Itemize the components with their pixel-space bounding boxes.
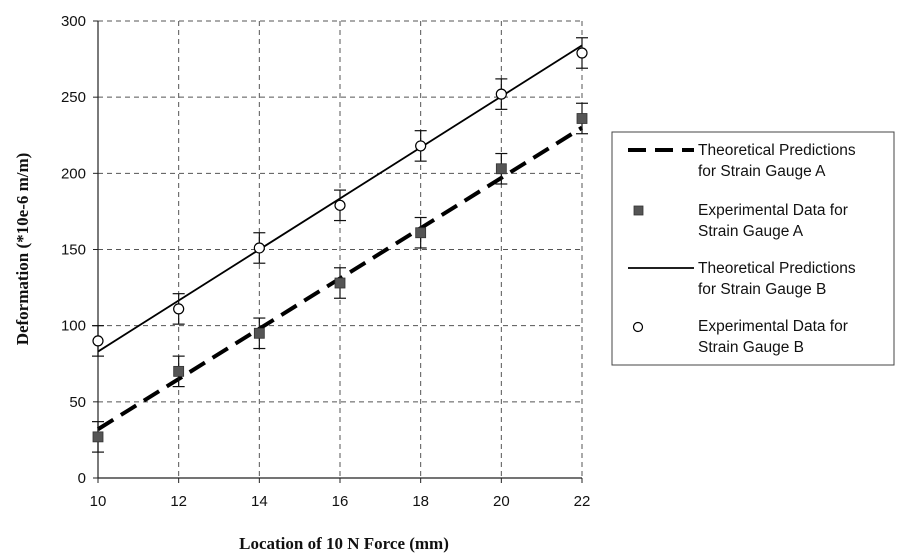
data-point-circle — [334, 199, 346, 211]
series-3 — [92, 37, 588, 357]
data-point-square — [253, 327, 265, 339]
y-tick-label: 200 — [61, 165, 86, 182]
grid — [98, 20, 583, 478]
axes: 0 50 100 150 200 250 300 10 12 14 16 18 20 22 — [61, 13, 590, 510]
x-tick-label: 20 — [493, 493, 510, 510]
x-tick-label: 16 — [332, 493, 349, 510]
data-point-square — [92, 431, 104, 443]
x-tick-label: 12 — [170, 493, 187, 510]
x-tick-label: 14 — [251, 493, 268, 510]
data-point-square — [495, 163, 507, 175]
legend-box — [611, 131, 895, 366]
legend-label: Theoretical Predictions — [698, 142, 856, 159]
data-point-circle — [495, 88, 507, 100]
data-point-square — [334, 277, 346, 289]
x-tick-label: 10 — [90, 493, 107, 510]
legend-label: for Strain Gauge B — [698, 281, 826, 298]
data-point-circle — [173, 303, 185, 315]
x-tick-label: 22 — [574, 493, 591, 510]
y-axis-title: Deformation (*10e-6 m/m) — [13, 153, 32, 346]
y-tick-label: 100 — [61, 318, 86, 335]
legend-item-1: Experimental Data for Strain Gauge A — [633, 202, 848, 240]
legend-label: Strain Gauge B — [698, 339, 804, 356]
y-tick-label: 300 — [61, 13, 86, 30]
data-point-circle — [576, 47, 588, 59]
y-tick-label: 250 — [61, 89, 86, 106]
legend-label: Theoretical Predictions — [698, 260, 856, 277]
y-tick-label: 50 — [69, 394, 86, 411]
plot-area — [92, 37, 588, 453]
legend-label: for Strain Gauge A — [698, 163, 826, 180]
data-point-square — [576, 113, 588, 124]
data-point-circle — [415, 140, 427, 152]
x-axis-title: Location of 10 N Force (mm) — [239, 534, 449, 553]
legend-item-3: Experimental Data for Strain Gauge B — [632, 318, 848, 356]
y-tick-label: 150 — [61, 242, 86, 259]
data-point-square — [415, 227, 427, 239]
y-tick-label: 0 — [78, 470, 86, 487]
legend-item-2: Theoretical Predictions for Strain Gauge … — [628, 260, 856, 298]
legend-swatch-circle — [632, 321, 644, 333]
x-tick-label: 18 — [412, 493, 429, 510]
legend-label: Experimental Data for — [698, 318, 848, 335]
data-point-circle — [253, 242, 265, 254]
legend-label: Strain Gauge A — [698, 223, 804, 240]
legend-item-0: Theoretical Predictions for Strain Gauge … — [628, 142, 856, 180]
legend-swatch-square — [633, 205, 644, 216]
data-point-square — [173, 365, 185, 377]
series-1 — [92, 102, 588, 453]
legend-label: Experimental Data for — [698, 202, 848, 219]
data-point-circle — [92, 335, 104, 347]
legend: Theoretical Predictions for Strain Gauge … — [611, 131, 895, 366]
